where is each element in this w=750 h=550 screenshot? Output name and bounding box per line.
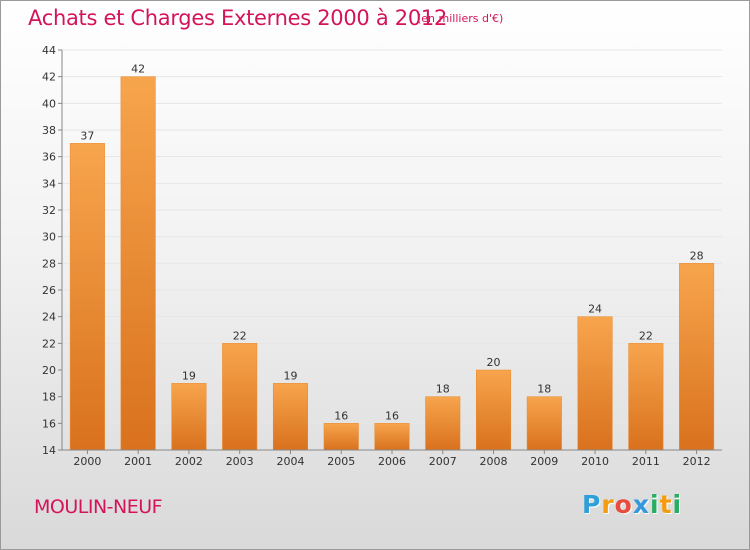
x-tick-label: 2006	[378, 455, 406, 468]
bar-value-label: 22	[639, 329, 653, 342]
y-tick-label: 34	[42, 177, 56, 190]
bar-value-label: 22	[233, 329, 247, 342]
logo-letter: r	[601, 490, 615, 519]
bar-value-label: 16	[385, 409, 399, 422]
bar-value-label: 24	[588, 303, 602, 316]
bar-value-label: 20	[487, 356, 501, 369]
y-tick-label: 38	[42, 124, 56, 137]
x-tick-label: 2003	[226, 455, 254, 468]
y-tick-label: 20	[42, 364, 56, 377]
bar-2003	[222, 343, 258, 451]
proxiti-logo: Proxiti	[582, 490, 682, 519]
y-tick-label: 42	[42, 71, 56, 84]
logo-letter: i	[650, 490, 660, 519]
x-tick-label: 2000	[73, 455, 101, 468]
y-tick-label: 36	[42, 151, 56, 164]
y-tick-label: 24	[42, 311, 56, 324]
x-tick-label: 2007	[429, 455, 457, 468]
y-tick-label: 18	[42, 391, 56, 404]
x-tick-label: 2012	[683, 455, 711, 468]
bars-group: 37 42 19 22 19 16 16 18 20 18 24 22 28	[69, 63, 715, 451]
logo-letter: t	[659, 490, 673, 519]
bar-2011	[628, 343, 664, 451]
bar-2009	[526, 396, 562, 451]
bar-value-label: 18	[436, 383, 450, 396]
x-tick-label: 2001	[124, 455, 152, 468]
bar-value-label: 19	[283, 369, 297, 382]
bar-value-label: 18	[537, 383, 551, 396]
y-tick-label: 44	[42, 44, 56, 57]
chart-subtitle: (en milliers d'€)	[417, 12, 504, 25]
x-tick-label: 2010	[581, 455, 609, 468]
grid-lines	[62, 49, 722, 451]
y-tick-label: 16	[42, 417, 56, 430]
x-tick-label: 2002	[175, 455, 203, 468]
y-tick-label: 22	[42, 337, 56, 350]
bar-2001	[120, 76, 156, 451]
x-tick-label: 2008	[480, 455, 508, 468]
bar-value-label: 42	[131, 63, 145, 76]
bar-2010	[577, 316, 613, 451]
y-tick-label: 40	[42, 97, 56, 110]
bar-2000	[69, 143, 105, 451]
logo-letter: i	[672, 490, 683, 519]
bar-value-label: 28	[690, 249, 704, 262]
bar-2002	[171, 383, 207, 451]
y-tick-label: 30	[42, 231, 56, 244]
x-tick-label: 2005	[327, 455, 355, 468]
logo-letter: x	[632, 490, 650, 519]
logo-letter: o	[614, 490, 633, 519]
axes-group: 14 16 18 20 22 24 26 28 30 32 34 36 38 40 42 44 2000 2001…	[42, 44, 722, 468]
bar-value-label: 16	[334, 409, 348, 422]
x-tick-label: 2004	[276, 455, 304, 468]
logo-letter: P	[582, 490, 602, 519]
bar-2007	[425, 396, 461, 451]
bar-value-label: 19	[182, 369, 196, 382]
bar-2008	[476, 369, 512, 451]
y-tick-label: 32	[42, 204, 56, 217]
bar-2004	[272, 383, 308, 451]
bar-2012	[679, 263, 715, 451]
y-tick-label: 26	[42, 284, 56, 297]
y-tick-label: 14	[42, 444, 56, 457]
x-tick-label: 2009	[530, 455, 558, 468]
commune-name: MOULIN-NEUF	[34, 496, 163, 518]
bar-2006	[374, 423, 410, 451]
bar-2005	[323, 423, 359, 451]
chart-title: Achats et Charges Externes 2000 à 2012	[28, 6, 448, 30]
x-tick-label: 2011	[632, 455, 660, 468]
bar-value-label: 37	[80, 129, 94, 142]
y-tick-label: 28	[42, 257, 56, 270]
